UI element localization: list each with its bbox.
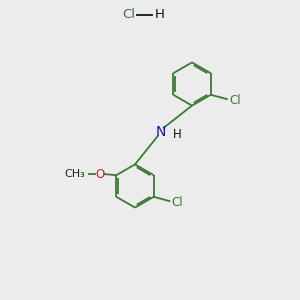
Text: Cl: Cl — [172, 196, 183, 209]
Text: O: O — [95, 167, 104, 181]
Text: H: H — [154, 8, 164, 22]
Text: N: N — [155, 125, 166, 139]
Text: Cl: Cl — [122, 8, 135, 22]
Text: Cl: Cl — [229, 94, 241, 107]
Text: CH₃: CH₃ — [64, 169, 86, 179]
Text: H: H — [173, 128, 182, 141]
